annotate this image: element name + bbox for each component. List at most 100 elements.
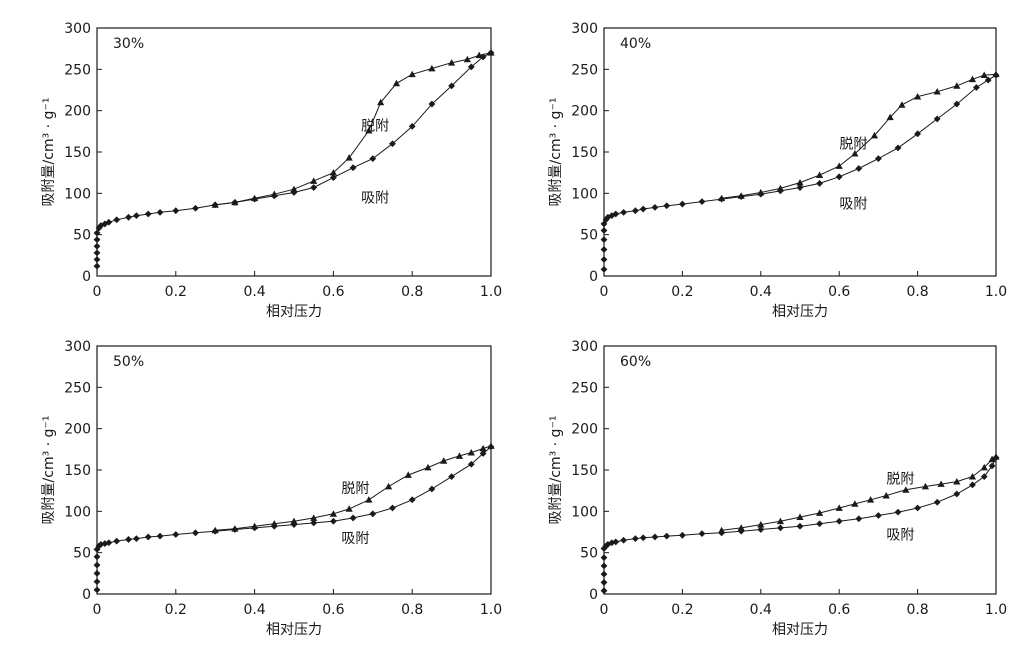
data-point-triangle (479, 444, 487, 452)
chart-panel-4: 0 50 100 150 200 250 300 0 0.2 0.4 0.6 0.8 1.0 相对压力 吸附… (548, 339, 1007, 638)
x-tick-label: 0.2 (165, 602, 187, 618)
curve-annotation: 吸附 (839, 196, 867, 212)
data-point-triangle (816, 171, 824, 179)
y-tick-label: 50 (73, 228, 91, 244)
data-point-triangle (737, 192, 745, 199)
data-point-triangle (796, 178, 804, 186)
series-line-adsorption (96, 52, 492, 267)
data-point-triangle (953, 82, 961, 89)
data-point-diamond (156, 532, 164, 540)
y-axis-title: 吸附量/cm³ · g⁻¹ (41, 416, 57, 525)
data-point-diamond (875, 512, 882, 519)
panel-label: 60% (620, 354, 651, 370)
data-point-diamond (914, 504, 921, 512)
data-point-triangle (290, 517, 298, 525)
y-tick-label: 200 (571, 104, 598, 120)
y-tick-label: 150 (571, 463, 598, 479)
data-point-triangle (270, 190, 278, 198)
data-point-diamond (796, 184, 804, 191)
data-point-triangle (345, 505, 353, 512)
data-point-triangle (776, 184, 784, 192)
x-tick-label: 1.0 (985, 602, 1007, 618)
data-point-diamond (428, 100, 436, 108)
data-point-diamond (156, 208, 164, 216)
data-point-diamond (796, 522, 804, 530)
data-point-diamond (600, 587, 608, 595)
data-point-triangle (467, 449, 475, 456)
data-point-triangle (231, 198, 239, 206)
y-tick-label: 0 (589, 587, 598, 603)
data-point-diamond (620, 208, 627, 216)
data-point-triangle (251, 522, 259, 530)
x-tick-label: 1.0 (480, 602, 502, 618)
x-tick-label: 0 (600, 284, 609, 300)
data-point-triangle (980, 71, 988, 78)
data-point-diamond (612, 210, 620, 218)
data-point-diamond (467, 63, 475, 71)
x-tick-label: 0 (600, 602, 609, 618)
data-point-triangle (866, 496, 875, 503)
x-tick-label: 0.8 (401, 284, 423, 300)
data-point-triangle (968, 473, 977, 480)
data-point-diamond (448, 82, 455, 90)
data-point-triangle (796, 513, 804, 520)
data-point-triangle (408, 70, 416, 78)
data-point-diamond (600, 554, 608, 562)
data-point-diamond (639, 534, 647, 542)
y-tick-label: 100 (571, 186, 598, 202)
data-point-diamond (835, 173, 843, 181)
data-point-triangle (463, 55, 471, 63)
data-point-diamond (973, 84, 980, 91)
data-point-diamond (600, 579, 608, 586)
data-point-diamond (631, 207, 639, 215)
data-point-diamond (93, 236, 101, 244)
series-line-desorption (215, 52, 492, 206)
y-tick-label: 300 (571, 339, 598, 355)
data-point-triangle (424, 463, 432, 471)
data-point-triangle (270, 520, 278, 527)
data-point-triangle (487, 442, 495, 449)
y-tick-label: 150 (571, 145, 598, 161)
data-point-triangle (384, 482, 393, 490)
y-tick-label: 300 (64, 339, 91, 355)
data-point-diamond (933, 498, 941, 506)
data-layer (600, 70, 1000, 273)
data-point-diamond (93, 249, 101, 257)
curve-annotation: 脱附 (361, 119, 389, 135)
x-tick-label: 0.4 (750, 602, 772, 618)
data-point-triangle (921, 482, 930, 490)
x-tick-label: 0 (93, 284, 102, 300)
y-tick-label: 50 (580, 546, 598, 562)
y-tick-label: 50 (73, 546, 91, 562)
data-point-diamond (600, 246, 608, 253)
y-tick-label: 200 (64, 104, 91, 120)
data-point-triangle (365, 496, 373, 503)
data-point-diamond (855, 515, 863, 523)
data-point-diamond (600, 236, 608, 244)
curve-annotation: 吸附 (361, 190, 389, 206)
data-point-diamond (620, 536, 627, 544)
data-point-triangle (718, 526, 726, 534)
data-point-triangle (310, 514, 318, 521)
data-point-diamond (290, 521, 298, 528)
data-point-diamond (639, 205, 647, 213)
data-point-triangle (886, 113, 894, 121)
y-tick-label: 0 (82, 587, 91, 603)
data-point-diamond (93, 229, 101, 237)
data-point-diamond (349, 514, 357, 522)
y-tick-label: 200 (64, 422, 91, 438)
y-axis-title: 吸附量/cm³ · g⁻¹ (548, 98, 564, 207)
data-point-diamond (125, 213, 132, 221)
y-tick-label: 50 (580, 228, 598, 244)
data-point-diamond (600, 265, 608, 273)
data-point-triangle (345, 154, 353, 161)
curve-annotation: 脱附 (886, 471, 914, 487)
data-layer (600, 453, 1000, 595)
data-point-diamond (93, 256, 101, 263)
plot-frame (603, 345, 997, 595)
data-point-diamond (698, 198, 706, 205)
data-layer (93, 442, 495, 594)
data-point-diamond (600, 570, 608, 578)
data-point-triangle (851, 150, 859, 157)
data-point-diamond (479, 450, 487, 457)
